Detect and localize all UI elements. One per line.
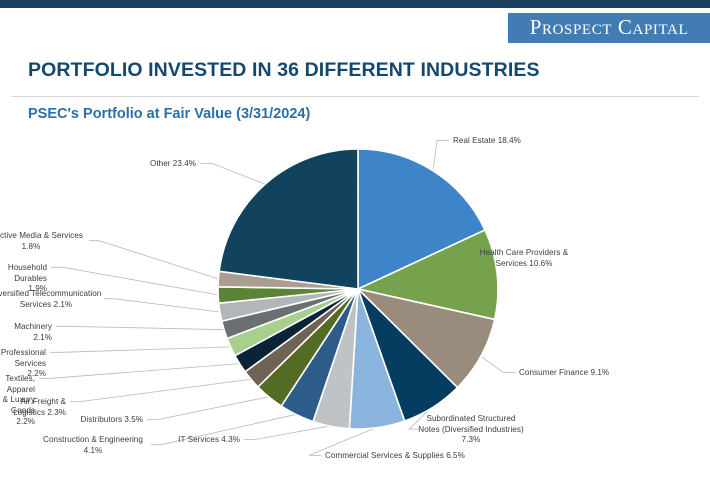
pie-slice-label: IT Services 4.3% — [178, 435, 240, 444]
leader-line — [104, 298, 221, 313]
leader-line — [39, 363, 241, 379]
pie-slice — [357, 148, 486, 290]
logo-text: Prospect Capital — [529, 15, 689, 39]
leader-line — [70, 378, 252, 402]
top-accent-bar — [0, 0, 710, 8]
leader-line — [147, 396, 270, 420]
pie-slice-label: Other 23.4% — [150, 159, 196, 168]
pie-slice-label: Diversified Telecommunication Services 2… — [0, 289, 102, 309]
page-title: PORTFOLIO INVESTED IN 36 DIFFERENT INDUS… — [28, 59, 540, 81]
leader-line — [56, 325, 225, 331]
pie-slice-label: Interactive Media & Services 1.8% — [0, 231, 83, 251]
pie-slice-label: Commercial Services & Supplies 6.5% — [325, 451, 465, 460]
pie-slice — [357, 229, 499, 321]
pie-slice-label: Machinery 2.1% — [14, 322, 52, 342]
chart-subtitle: PSEC's Portfolio at Fair Value (3/31/202… — [28, 106, 311, 122]
header-divider — [11, 96, 699, 97]
leader-line — [200, 163, 267, 185]
leader-line — [89, 240, 220, 280]
leader-line — [432, 139, 449, 172]
leader-line — [151, 413, 298, 446]
pie-slice-label: Textiles, Apparel & Luxury Goods 2.2% — [2, 374, 35, 426]
leader-line — [308, 426, 378, 456]
leader-line — [407, 406, 433, 430]
pie-slice-label: Consumer Finance 9.1% — [519, 368, 610, 377]
prospect-capital-logo: Prospect Capital — [508, 13, 710, 43]
pie-slice — [218, 148, 359, 290]
leader-line — [480, 355, 515, 373]
pie-slice-label: Health Care Providers & Services 10.6% — [479, 248, 569, 268]
pie-slice-label: Subordinated Structured Notes (Diversifi… — [418, 414, 524, 445]
pie-slice-label: Distributors 3.5% — [80, 415, 143, 424]
pie-slice-label: Air Freight & Logistics 2.3% — [13, 397, 66, 417]
pie-slice-label: Professional Services 2.2% — [0, 348, 46, 379]
pie-slice-label: Household Durables 1.9% — [7, 263, 47, 294]
leader-line — [50, 346, 232, 353]
leader-line — [51, 266, 219, 296]
pie-chart: Real Estate 18.4% Health Care Providers &… — [0, 126, 710, 484]
pie-slices — [217, 148, 499, 430]
pie-chart-svg — [39, 139, 515, 456]
pie-slice-label: Construction & Engineering 4.1% — [43, 435, 143, 455]
pie-slice-label: Real Estate 18.4% — [453, 136, 521, 145]
leader-lines — [39, 139, 515, 456]
leader-line — [244, 425, 332, 440]
